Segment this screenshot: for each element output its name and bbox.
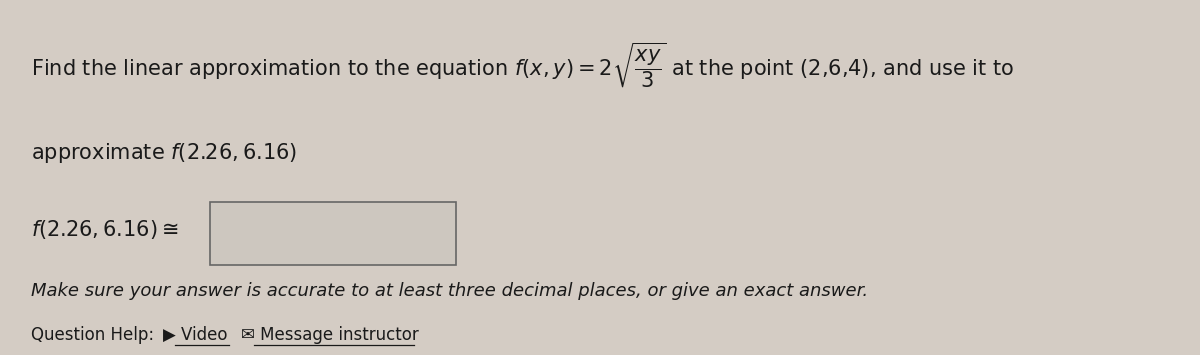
Text: approximate $f(2.26, 6.16)$: approximate $f(2.26, 6.16)$ [31, 141, 296, 165]
Text: Make sure your answer is accurate to at least three decimal places, or give an e: Make sure your answer is accurate to at … [31, 282, 868, 300]
Text: Question Help:: Question Help: [31, 326, 154, 344]
Text: Find the linear approximation to the equation $f(x, y) = 2\sqrt{\dfrac{xy}{3}}$ : Find the linear approximation to the equ… [31, 41, 1014, 91]
Text: ▶ Video: ▶ Video [163, 326, 227, 344]
Text: $f(2.26, 6.16) \cong$: $f(2.26, 6.16) \cong$ [31, 218, 179, 241]
Text: ✉ Message instructor: ✉ Message instructor [241, 326, 419, 344]
FancyBboxPatch shape [210, 202, 456, 265]
